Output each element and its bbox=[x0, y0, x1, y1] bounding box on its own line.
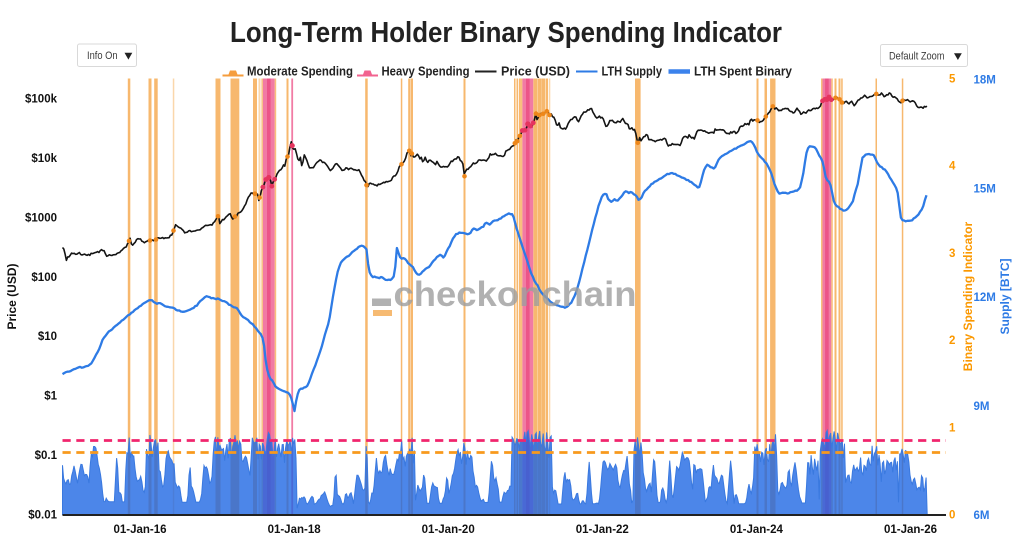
svg-text:Price (USD): Price (USD) bbox=[501, 65, 570, 79]
svg-text:LTH Spent Binary: LTH Spent Binary bbox=[694, 65, 792, 79]
svg-text:2: 2 bbox=[949, 335, 955, 347]
svg-text:3: 3 bbox=[949, 248, 955, 260]
svg-text:$10k: $10k bbox=[31, 153, 57, 165]
svg-text:Price (USD): Price (USD) bbox=[5, 263, 19, 329]
svg-text:$10: $10 bbox=[38, 331, 57, 343]
svg-text:5: 5 bbox=[949, 74, 956, 86]
svg-text:01-Jan-20: 01-Jan-20 bbox=[422, 524, 475, 536]
svg-text:01-Jan-22: 01-Jan-22 bbox=[576, 524, 629, 536]
svg-text:01-Jan-24: 01-Jan-24 bbox=[730, 524, 784, 536]
svg-text:01-Jan-16: 01-Jan-16 bbox=[113, 524, 166, 536]
svg-text:Moderate Spending: Moderate Spending bbox=[247, 65, 353, 79]
svg-text:$100: $100 bbox=[31, 272, 57, 284]
svg-text:4: 4 bbox=[949, 161, 956, 173]
svg-text:$0.01: $0.01 bbox=[28, 510, 57, 522]
svg-text:$100k: $100k bbox=[25, 94, 58, 106]
svg-text:$0.1: $0.1 bbox=[35, 450, 58, 462]
svg-text:15M: 15M bbox=[974, 183, 996, 195]
svg-text:checkonchain: checkonchain bbox=[394, 275, 637, 314]
svg-text:12M: 12M bbox=[974, 292, 996, 304]
svg-text:$1: $1 bbox=[44, 391, 57, 403]
svg-text:Binary Spending Indicator: Binary Spending Indicator bbox=[961, 222, 975, 372]
svg-text:18M: 18M bbox=[974, 74, 996, 86]
svg-text:01-Jan-18: 01-Jan-18 bbox=[268, 524, 322, 536]
svg-text:Heavy Spending: Heavy Spending bbox=[382, 65, 470, 79]
svg-text:1: 1 bbox=[949, 422, 956, 434]
svg-text:Info On: Info On bbox=[87, 50, 118, 62]
svg-text:$1000: $1000 bbox=[25, 212, 57, 224]
svg-text:9M: 9M bbox=[974, 401, 990, 413]
svg-text:LTH Supply: LTH Supply bbox=[602, 65, 663, 79]
svg-text:01-Jan-26: 01-Jan-26 bbox=[884, 524, 937, 536]
svg-text:Long-Term Holder Binary Spendi: Long-Term Holder Binary Spending Indicat… bbox=[230, 17, 782, 49]
svg-text:6M: 6M bbox=[974, 510, 990, 522]
svg-text:Supply [BTC]: Supply [BTC] bbox=[998, 259, 1012, 335]
svg-text:0: 0 bbox=[949, 510, 955, 522]
svg-text:Default Zoom: Default Zoom bbox=[889, 51, 945, 63]
